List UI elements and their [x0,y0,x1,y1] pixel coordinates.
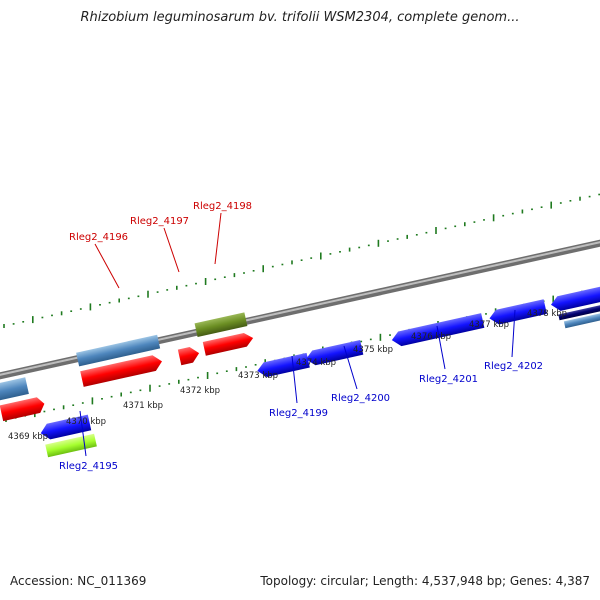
leader-line [291,355,298,404]
map-title: Rhizobium leguminosarum bv. trifolii WSM… [80,10,520,25]
reverse-gene-labels: Rleg2_4195 Rleg2_4199 Rleg2_4200 Rleg2_4… [59,309,543,472]
kbp-label: 4378 kbp [527,309,567,319]
forward-gene-labels: Rleg2_4196 Rleg2_4197 Rleg2_4198 [69,201,252,289]
gene-label-rleg2-4197[interactable]: Rleg2_4197 [130,216,189,227]
gene-rleg2-4202[interactable] [488,299,547,326]
leader-line [79,410,87,457]
summary-text: Topology: circular; Length: 4,537,948 bp… [260,574,590,588]
gene-label-rleg2-4201[interactable]: Rleg2_4201 [419,374,478,385]
kbp-label: 4369 kbp [8,432,48,442]
gene-label-rleg2-4202[interactable]: Rleg2_4202 [484,361,543,372]
kbp-label: 4371 kbp [123,401,163,411]
gene-label-rleg2-4199[interactable]: Rleg2_4199 [269,408,328,419]
accession-text: Accession: NC_011369 [10,574,147,588]
gene-right-steel[interactable] [563,307,600,329]
leader-line [163,227,180,273]
upper-tick-track [3,193,600,328]
gene-rleg2-4198-olive[interactable] [194,312,248,338]
leader-line [343,345,358,390]
gene-rleg2-4195-blue[interactable] [39,414,92,441]
kbp-label: 4372 kbp [180,386,220,396]
leader-line [94,243,120,289]
gene-label-rleg2-4195[interactable]: Rleg2_4195 [59,461,118,472]
kbp-label: 4374 kbp [296,358,336,368]
leader-line [436,325,446,370]
gene-rleg2-4196-steel[interactable] [76,334,161,367]
gene-rleg2-4197[interactable] [177,345,201,366]
kbp-label: 4375 kbp [353,345,393,355]
kbp-label: 4370 kbp [66,417,106,427]
feature-steel-left[interactable] [0,377,29,401]
leader-line [214,212,222,265]
gene-rleg2-4200[interactable] [304,339,364,367]
gene-rleg2-4196[interactable] [80,354,164,387]
kbp-label: 4376 kbp [411,332,451,342]
kbp-label: 4373 kbp [238,371,278,381]
leader-line [511,309,516,358]
gene-label-rleg2-4200[interactable]: Rleg2_4200 [331,393,390,404]
gene-rleg2-4199[interactable] [256,352,310,379]
kbp-labels: 4369 kbp 4370 kbp 4371 kbp 4372 kbp 4373… [8,309,567,442]
gene-rleg2-4198[interactable] [202,331,255,356]
gene-label-rleg2-4196[interactable]: Rleg2_4196 [69,232,128,243]
gene-right-blue[interactable] [549,281,600,313]
gene-label-rleg2-4198[interactable]: Rleg2_4198 [193,201,252,212]
kbp-label: 4377 kbp [469,320,509,330]
gene-right-navy[interactable] [558,299,600,321]
feature-red-left[interactable] [0,396,46,422]
